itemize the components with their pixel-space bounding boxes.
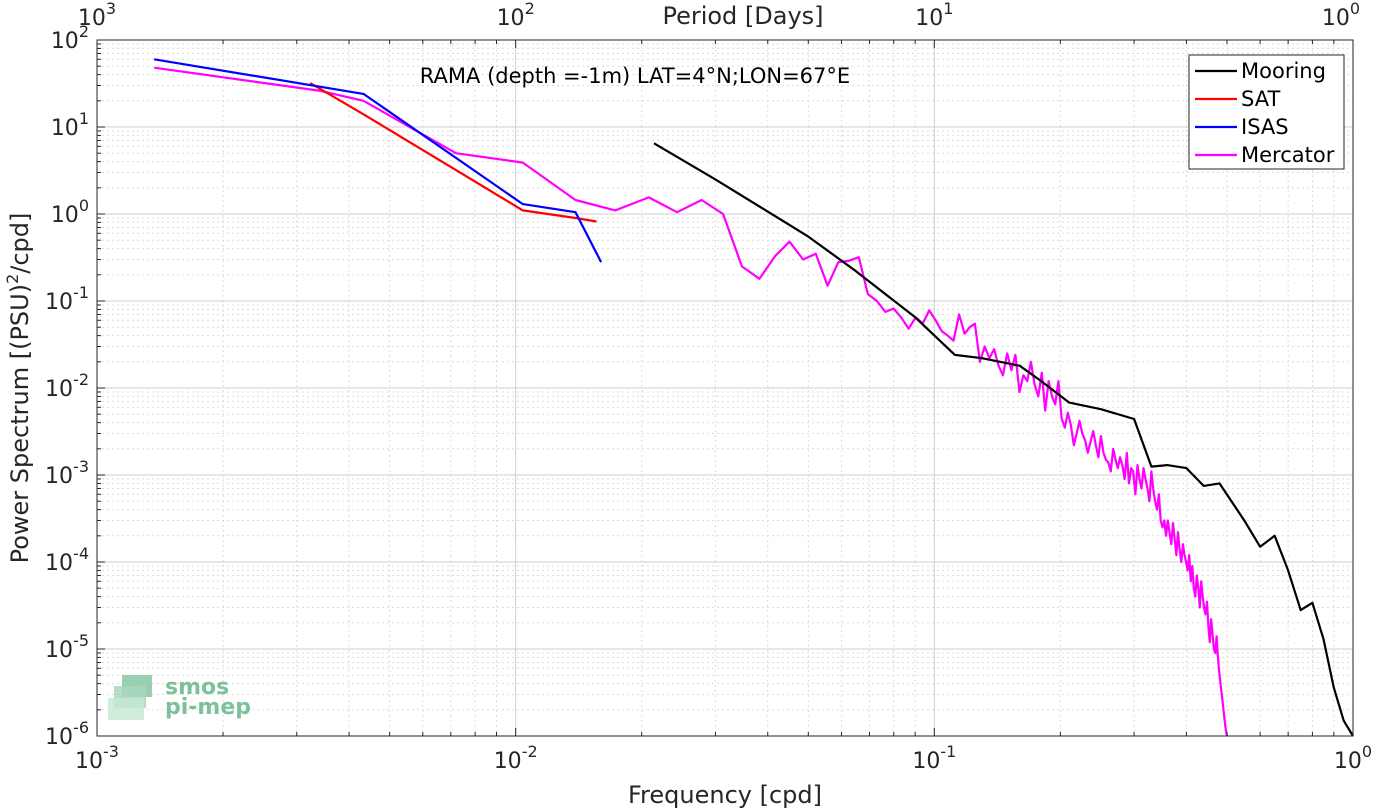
series-line-isas [154, 58, 603, 263]
y-axis-label-main: Power Spectrum [(PSU) [6, 284, 34, 563]
y-tick-exp: -2 [73, 370, 89, 389]
y-tick-label: 102 [51, 22, 89, 54]
top-tick-base: 10 [78, 6, 106, 31]
x-tick-label: 10-3 [75, 742, 119, 774]
y-tick-base: 10 [51, 203, 79, 228]
y-axis-label-tail: /cpd] [6, 213, 34, 274]
y-tick-base: 10 [45, 638, 73, 663]
x-tick-exp: -1 [940, 742, 956, 761]
x-tick-label: 10-1 [912, 742, 956, 774]
y-tick-base: 10 [51, 29, 79, 54]
top-tick-base: 10 [915, 6, 943, 31]
y-tick-label: 10-6 [45, 718, 89, 750]
y-tick-base: 10 [51, 116, 79, 141]
x-tick-base: 10 [75, 749, 103, 774]
legend-label-sat: SAT [1241, 87, 1280, 111]
y-tick-label: 10-5 [45, 631, 89, 663]
y-tick-label: 10-1 [45, 283, 89, 315]
top-axis-label: Period [Days] [662, 2, 823, 30]
y-tick-label: 10-2 [45, 370, 89, 402]
x-tick-base: 10 [912, 749, 940, 774]
top-tick-exp: 1 [943, 0, 953, 18]
x-tick-base: 10 [494, 749, 522, 774]
ticks-layer [96, 39, 1354, 737]
y-tick-label: 10-3 [45, 457, 89, 489]
series-layer [154, 58, 1354, 737]
top-tick-label: 103 [78, 0, 116, 31]
logo-text-line1: smos [165, 675, 229, 700]
top-tick-exp: 3 [106, 0, 116, 18]
logo-text-line2: pi-mep [165, 695, 251, 720]
top-tick-base: 10 [497, 6, 525, 31]
top-tick-label: 100 [1322, 0, 1360, 31]
legend-label-mercator: Mercator [1241, 143, 1335, 167]
x-tick-label: 100 [1334, 742, 1372, 774]
x-axis-label: Frequency [cpd] [628, 781, 822, 809]
x-tick-exp: -2 [522, 742, 538, 761]
y-tick-base: 10 [45, 551, 73, 576]
tick-labels: 10-3 10-2 10-1 10010-610-510-410-310-210-11… [45, 0, 1372, 774]
top-tick-base: 10 [1322, 6, 1350, 31]
y-tick-exp: 1 [79, 109, 89, 128]
top-tick-label: 101 [915, 0, 953, 31]
y-axis-label: Power Spectrum [(PSU)2/cpd] [3, 213, 34, 564]
y-tick-exp: -1 [73, 283, 89, 302]
y-tick-exp: -4 [73, 544, 89, 563]
y-tick-base: 10 [45, 464, 73, 489]
x-tick-base: 10 [1334, 749, 1362, 774]
y-tick-exp: 2 [79, 22, 89, 41]
y-tick-base: 10 [45, 725, 73, 750]
series-line-mooring [653, 142, 1354, 737]
annotation-label: RAMA (depth =-1m) LAT=4°N;LON=67°E [420, 64, 850, 88]
series-line-mercator [154, 66, 1229, 737]
x-tick-label: 10-2 [494, 742, 538, 774]
y-tick-exp: -5 [73, 631, 89, 650]
series-line-sat [309, 82, 597, 223]
logo-mark-icon [108, 675, 152, 720]
y-axis-label-sup: 2 [3, 274, 22, 284]
y-tick-exp: -6 [73, 718, 89, 737]
top-tick-label: 102 [497, 0, 535, 31]
x-tick-exp: 0 [1362, 742, 1372, 761]
y-tick-label: 10-4 [45, 544, 89, 576]
legend-box [1188, 54, 1345, 170]
legend-label-mooring: Mooring [1241, 59, 1326, 83]
top-tick-exp: 2 [525, 0, 535, 18]
logo: smos pi-mep [108, 675, 251, 720]
legend-label-isas: ISAS [1241, 115, 1289, 139]
y-tick-exp: 0 [79, 196, 89, 215]
legend: Mooring SAT ISAS Mercator [1188, 54, 1345, 170]
y-tick-base: 10 [45, 377, 73, 402]
minor-grid [97, 40, 1353, 736]
y-tick-exp: -3 [73, 457, 89, 476]
y-tick-base: 10 [45, 290, 73, 315]
y-tick-label: 101 [51, 109, 89, 141]
top-tick-exp: 0 [1350, 0, 1360, 18]
x-tick-exp: -3 [103, 742, 119, 761]
y-tick-label: 100 [51, 196, 89, 228]
